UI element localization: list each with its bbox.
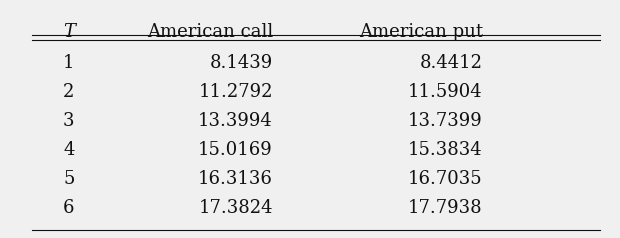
Text: 11.2792: 11.2792: [198, 83, 273, 101]
Text: American put: American put: [359, 23, 483, 40]
Text: T: T: [63, 23, 75, 40]
Text: American call: American call: [147, 23, 273, 40]
Text: 6: 6: [63, 199, 74, 217]
Text: 13.7399: 13.7399: [408, 112, 483, 130]
Text: 4: 4: [63, 141, 74, 159]
Text: 8.4412: 8.4412: [420, 54, 483, 72]
Text: 8.1439: 8.1439: [210, 54, 273, 72]
Text: 1: 1: [63, 54, 74, 72]
Text: 5: 5: [63, 170, 74, 188]
Text: 15.3834: 15.3834: [408, 141, 483, 159]
Text: 3: 3: [63, 112, 74, 130]
Text: 2: 2: [63, 83, 74, 101]
Text: 17.3824: 17.3824: [198, 199, 273, 217]
Text: 11.5904: 11.5904: [408, 83, 483, 101]
Text: 16.7035: 16.7035: [408, 170, 483, 188]
Text: 16.3136: 16.3136: [198, 170, 273, 188]
Text: 17.7938: 17.7938: [408, 199, 483, 217]
Text: 13.3994: 13.3994: [198, 112, 273, 130]
Text: 15.0169: 15.0169: [198, 141, 273, 159]
